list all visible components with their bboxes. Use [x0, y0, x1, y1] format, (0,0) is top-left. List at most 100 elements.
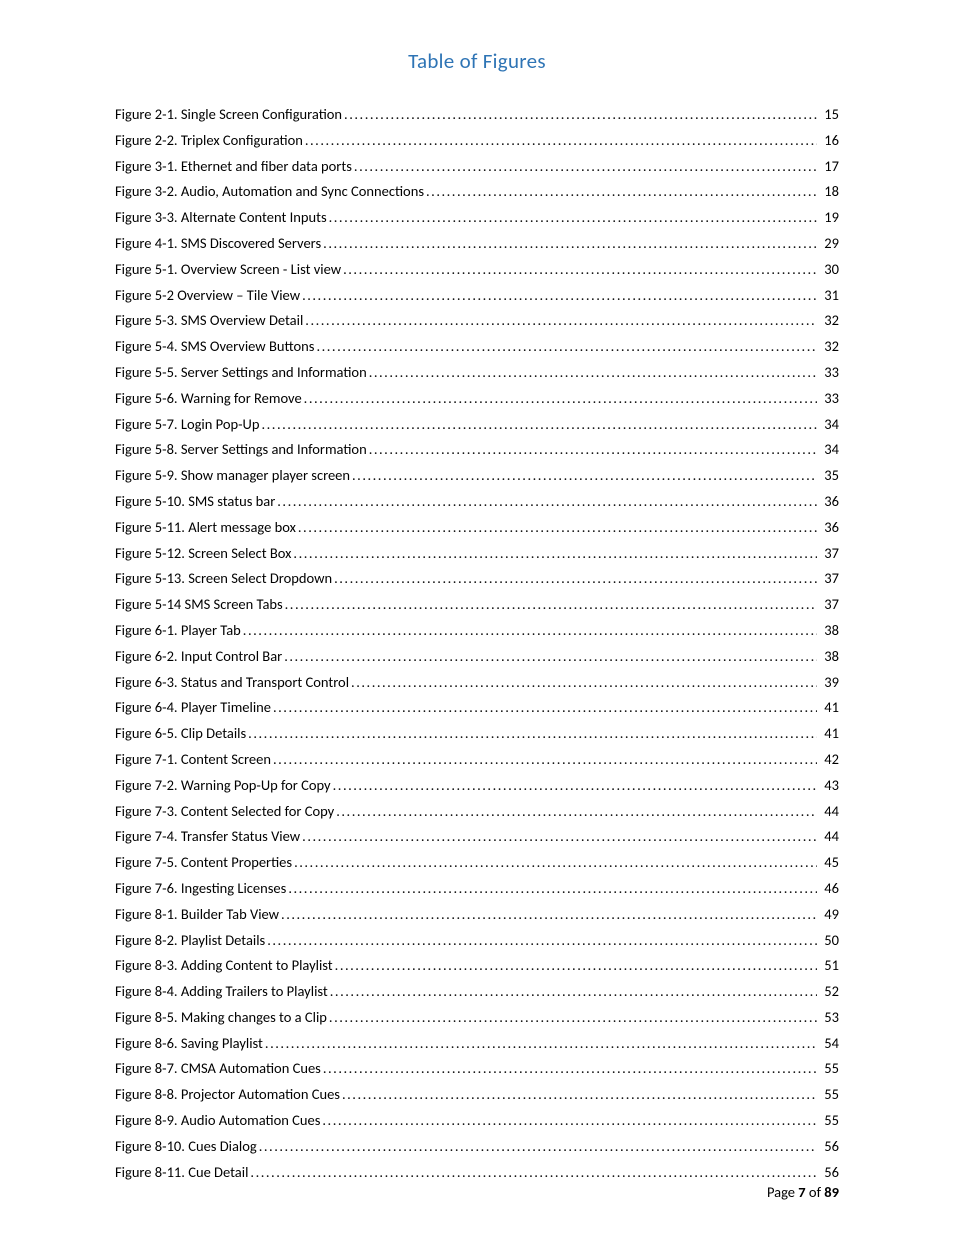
toc-entry-label: Figure 5-5. Server Settings and Informat…: [115, 360, 367, 386]
toc-entry-page: 41: [819, 721, 839, 747]
toc-entry-label: Figure 5-3. SMS Overview Detail: [115, 308, 303, 334]
toc-entry[interactable]: Figure 8-7. CMSA Automation Cues55: [115, 1056, 839, 1082]
toc-entry-page: 34: [819, 412, 839, 438]
toc-entry[interactable]: Figure 2-1. Single Screen Configuration1…: [115, 102, 839, 128]
toc-entry[interactable]: Figure 4-1. SMS Discovered Servers29: [115, 231, 839, 257]
toc-leader-dots: [293, 541, 817, 567]
toc-entry-page: 36: [819, 489, 839, 515]
toc-entry[interactable]: Figure 3-1. Ethernet and fiber data port…: [115, 154, 839, 180]
toc-entry[interactable]: Figure 8-8. Projector Automation Cues55: [115, 1082, 839, 1108]
toc-entry[interactable]: Figure 8-10. Cues Dialog56: [115, 1134, 839, 1160]
toc-entry[interactable]: Figure 8-9. Audio Automation Cues55: [115, 1108, 839, 1134]
toc-entry-label: Figure 7-6. Ingesting Licenses: [115, 876, 286, 902]
toc-entry[interactable]: Figure 8-5. Making changes to a Clip53: [115, 1005, 839, 1031]
toc-entry-page: 54: [819, 1031, 839, 1057]
toc-entry-label: Figure 7-4. Transfer Status View: [115, 824, 300, 850]
toc-leader-dots: [344, 102, 817, 128]
toc-entry-label: Figure 2-2. Triplex Configuration: [115, 128, 303, 154]
toc-entry[interactable]: Figure 5-8. Server Settings and Informat…: [115, 437, 839, 463]
toc-entry-label: Figure 8-5. Making changes to a Clip: [115, 1005, 327, 1031]
toc-entry[interactable]: Figure 8-6. Saving Playlist 54: [115, 1031, 839, 1057]
toc-entry-label: Figure 5-8. Server Settings and Informat…: [115, 437, 367, 463]
toc-entry-label: Figure 5-13. Screen Select Dropdown: [115, 566, 332, 592]
toc-entry-label: Figure 8-7. CMSA Automation Cues: [115, 1056, 321, 1082]
toc-leader-dots: [288, 876, 817, 902]
toc-entry[interactable]: Figure 8-1. Builder Tab View49: [115, 902, 839, 928]
toc-leader-dots: [298, 515, 817, 541]
toc-entry[interactable]: Figure 5-14 SMS Screen Tabs37: [115, 592, 839, 618]
toc-leader-dots: [316, 334, 817, 360]
toc-entry[interactable]: Figure 5-12. Screen Select Box37: [115, 541, 839, 567]
toc-leader-dots: [273, 695, 817, 721]
toc-entry-page: 37: [819, 541, 839, 567]
page-title: Table of Figures: [115, 48, 839, 74]
toc-entry[interactable]: Figure 6-1. Player Tab38: [115, 618, 839, 644]
toc-entry-page: 29: [819, 231, 839, 257]
toc-entry[interactable]: Figure 2-2. Triplex Configuration16: [115, 128, 839, 154]
toc-entry[interactable]: Figure 5-11. Alert message box36: [115, 515, 839, 541]
toc-entry-page: 17: [819, 154, 839, 180]
toc-entry[interactable]: Figure 5-10. SMS status bar36: [115, 489, 839, 515]
toc-entry[interactable]: Figure 7-3. Content Selected for Copy44: [115, 799, 839, 825]
toc-leader-dots: [336, 799, 817, 825]
toc-entry[interactable]: Figure 7-6. Ingesting Licenses46: [115, 876, 839, 902]
toc-entry[interactable]: Figure 8-4. Adding Trailers to Playlist5…: [115, 979, 839, 1005]
toc-leader-dots: [261, 412, 817, 438]
toc-entry[interactable]: Figure 5-9. Show manager player screen35: [115, 463, 839, 489]
toc-entry-label: Figure 6-4. Player Timeline: [115, 695, 271, 721]
toc-entry[interactable]: Figure 5-6. Warning for Remove 33: [115, 386, 839, 412]
toc-entry[interactable]: Figure 8-2. Playlist Details50: [115, 928, 839, 954]
toc-entry-label: Figure 5-6. Warning for Remove: [115, 386, 302, 412]
toc-entry[interactable]: Figure 6-4. Player Timeline41: [115, 695, 839, 721]
page-footer: Page 7 of 89: [767, 1183, 839, 1201]
toc-leader-dots: [343, 257, 817, 283]
toc-entry-label: Figure 6-3. Status and Transport Control: [115, 670, 349, 696]
toc-entry-label: Figure 6-5. Clip Details: [115, 721, 246, 747]
toc-entry-label: Figure 8-2. Playlist Details: [115, 928, 265, 954]
toc-entry[interactable]: Figure 7-2. Warning Pop-Up for Copy43: [115, 773, 839, 799]
footer-prefix: Page: [767, 1183, 798, 1201]
toc-entry[interactable]: Figure 8-3. Adding Content to Playlist51: [115, 953, 839, 979]
toc-entry-page: 37: [819, 592, 839, 618]
toc-entry-label: Figure 8-6. Saving Playlist: [115, 1031, 263, 1057]
toc-leader-dots: [369, 437, 817, 463]
toc-entry[interactable]: Figure 5-7. Login Pop-Up34: [115, 412, 839, 438]
toc-entry[interactable]: Figure 3-3. Alternate Content Inputs19: [115, 205, 839, 231]
toc-entry[interactable]: Figure 6-2. Input Control Bar 38: [115, 644, 839, 670]
toc-entry[interactable]: Figure 5-1. Overview Screen - List view3…: [115, 257, 839, 283]
toc-entry-page: 30: [819, 257, 839, 283]
toc-leader-dots: [305, 128, 817, 154]
toc-entry-label: Figure 8-4. Adding Trailers to Playlist: [115, 979, 328, 1005]
toc-entry-page: 42: [819, 747, 839, 773]
toc-leader-dots: [329, 205, 817, 231]
toc-entry[interactable]: Figure 5-4. SMS Overview Buttons32: [115, 334, 839, 360]
toc-entry[interactable]: Figure 7-4. Transfer Status View 44: [115, 824, 839, 850]
toc-leader-dots: [329, 1005, 817, 1031]
toc-leader-dots: [250, 1160, 817, 1186]
toc-entry[interactable]: Figure 5-13. Screen Select Dropdown37: [115, 566, 839, 592]
toc-leader-dots: [302, 283, 817, 309]
toc-leader-dots: [302, 824, 817, 850]
toc-entry-page: 44: [819, 824, 839, 850]
toc-leader-dots: [267, 928, 817, 954]
toc-entry[interactable]: Figure 3-2. Audio, Automation and Sync C…: [115, 179, 839, 205]
toc-entry-label: Figure 7-1. Content Screen: [115, 747, 271, 773]
footer-current-page: 7: [798, 1183, 805, 1201]
toc-entry[interactable]: Figure 6-5. Clip Details 41: [115, 721, 839, 747]
toc-entry[interactable]: Figure 8-11. Cue Detail56: [115, 1160, 839, 1186]
toc-entry[interactable]: Figure 6-3. Status and Transport Control…: [115, 670, 839, 696]
toc-entry[interactable]: Figure 5-5. Server Settings and Informat…: [115, 360, 839, 386]
toc-leader-dots: [285, 592, 817, 618]
toc-entry[interactable]: Figure 7-5. Content Properties45: [115, 850, 839, 876]
toc-entry[interactable]: Figure 5-2 Overview – Tile View31: [115, 283, 839, 309]
toc-entry-page: 33: [819, 386, 839, 412]
toc-leader-dots: [277, 489, 817, 515]
toc-entry[interactable]: Figure 7-1. Content Screen 42: [115, 747, 839, 773]
table-of-figures: Figure 2-1. Single Screen Configuration1…: [115, 102, 839, 1185]
toc-entry-label: Figure 6-2. Input Control Bar: [115, 644, 282, 670]
toc-entry[interactable]: Figure 5-3. SMS Overview Detail32: [115, 308, 839, 334]
toc-entry-page: 38: [819, 644, 839, 670]
toc-leader-dots: [369, 360, 817, 386]
toc-leader-dots: [259, 1134, 817, 1160]
toc-leader-dots: [304, 386, 817, 412]
